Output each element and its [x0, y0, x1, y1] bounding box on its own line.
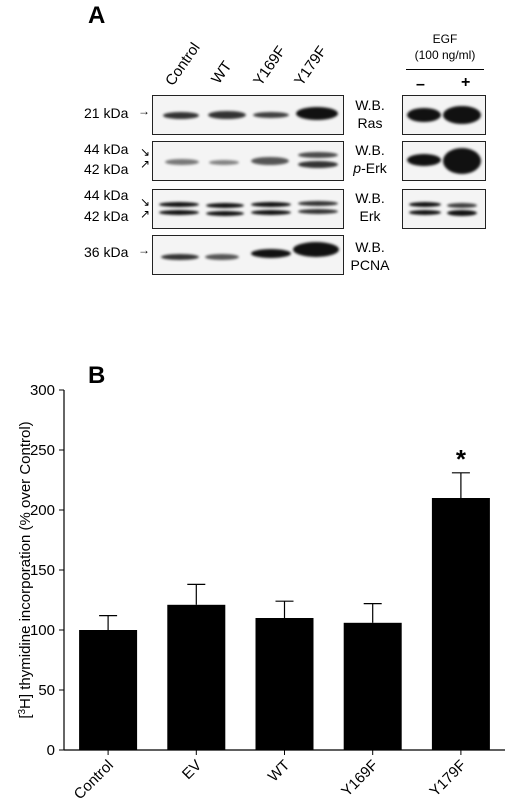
kda-top-p-erk: 44 kDa	[84, 141, 129, 157]
band	[407, 154, 441, 166]
y-axis-label: [3H] thymidine incorporation (% over Con…	[17, 421, 35, 718]
blot-pcna	[152, 235, 344, 275]
wb-label-p-erk: W.B. p-Erk	[353, 142, 387, 176]
band	[296, 107, 338, 120]
egf-blot-erk	[402, 189, 486, 229]
y-tick-label: 0	[47, 742, 55, 759]
band	[163, 112, 199, 119]
kda-label-pcna: 36 kDa	[84, 244, 129, 260]
x-tick-label: Y169F	[338, 757, 381, 800]
blot-erk	[152, 189, 344, 229]
band	[443, 148, 481, 174]
band	[159, 210, 199, 215]
bar	[79, 630, 138, 750]
significance-marker: *	[456, 444, 467, 474]
band	[251, 249, 291, 258]
wb-label-pcna: W.B. PCNA	[350, 239, 390, 273]
band	[409, 210, 441, 215]
band	[206, 211, 244, 216]
arrow-ras: →	[138, 104, 150, 118]
bar	[431, 498, 490, 750]
x-tick-label: EV	[179, 757, 205, 783]
wb-label-ras: W.B. Ras	[355, 97, 385, 131]
band	[407, 108, 441, 122]
band	[251, 157, 289, 165]
kda-bottom-p-erk: 42 kDa	[84, 161, 129, 177]
band	[293, 242, 339, 257]
kda-label-ras: 21 kDa	[84, 105, 129, 121]
band	[251, 202, 291, 207]
y-tick-label: 200	[30, 502, 55, 519]
egf-minus-label: –	[416, 76, 425, 93]
kda-bottom-erk: 42 kDa	[84, 208, 129, 224]
band	[298, 161, 338, 168]
band	[208, 111, 246, 119]
band	[209, 160, 239, 165]
band	[443, 106, 481, 124]
x-tick-label: Control	[71, 757, 117, 803]
band	[298, 201, 338, 206]
band	[409, 202, 441, 207]
blot-p-erk	[152, 141, 344, 181]
egf-blot-p-erk	[402, 141, 486, 181]
bar	[255, 618, 314, 750]
y-tick-label: 150	[30, 562, 55, 579]
panel-b-letter: B	[88, 362, 106, 389]
arrow-pcna: →	[138, 243, 150, 257]
band	[159, 202, 199, 207]
egf-title: EGF	[432, 32, 458, 46]
blot-ras	[152, 95, 344, 135]
bar	[343, 622, 402, 750]
band	[298, 152, 338, 158]
wb-label-erk: W.B. Erk	[355, 190, 385, 224]
band	[205, 254, 239, 260]
x-tick-label: Y179F	[426, 757, 469, 800]
bar	[167, 604, 226, 750]
band	[206, 203, 244, 208]
panel-a-letter: A	[88, 2, 106, 29]
band	[253, 112, 289, 118]
y-tick-label: 300	[30, 382, 55, 399]
band	[447, 203, 477, 208]
y-tick-label: 250	[30, 442, 55, 459]
egf-underline	[406, 69, 484, 70]
y-tick-label: 50	[38, 682, 55, 699]
band	[161, 254, 199, 260]
egf-plus-label: +	[461, 74, 471, 91]
arrow-p-erk: ↘ ↗	[140, 145, 151, 171]
x-tick-label: WT	[265, 757, 294, 786]
band	[165, 159, 199, 165]
kda-top-erk: 44 kDa	[84, 187, 129, 203]
band	[447, 210, 477, 216]
y-tick-label: 100	[30, 622, 55, 639]
egf-blot-ras	[402, 95, 486, 135]
band	[251, 210, 291, 215]
band	[298, 209, 338, 214]
egf-dose: (100 ng/ml)	[414, 48, 476, 62]
arrow-erk: ↘ ↗	[140, 195, 151, 221]
